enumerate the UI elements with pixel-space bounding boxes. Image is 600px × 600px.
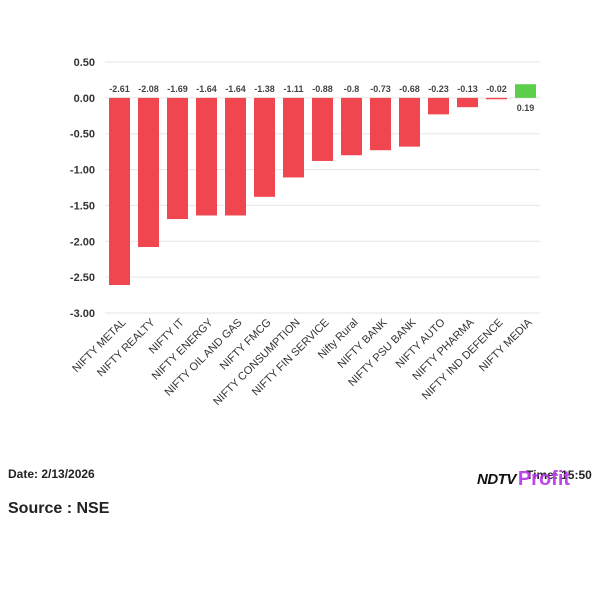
data-label: -1.69	[167, 84, 188, 94]
y-tick-label: -2.00	[70, 236, 95, 248]
y-tick-label: 0.50	[74, 57, 95, 69]
data-label: -0.23	[428, 84, 449, 94]
bar	[515, 84, 536, 98]
bar	[370, 97, 391, 151]
bar	[283, 97, 304, 178]
y-axis-ticks: 0.50 0.00 -0.50 -1.00 -1.50 -2.00 -2.50 -3.00	[70, 57, 95, 320]
data-label: -0.68	[399, 84, 420, 94]
ndtv-profit-logo: NDTV Profit	[477, 467, 595, 491]
value-labels: -2.61 -2.08 -1.69 -1.64 -1.64 -1.38 -1.11 -0.88…	[109, 84, 534, 113]
data-label: -0.88	[312, 84, 333, 94]
data-label: -0.02	[486, 84, 507, 94]
y-tick-label: -0.50	[70, 129, 95, 141]
bar	[428, 97, 449, 115]
bar	[138, 97, 159, 248]
bar-chart: 0.50 0.00 -0.50 -1.00 -1.50 -2.00 -2.50 -3.00 -…	[70, 57, 540, 408]
bar	[254, 97, 275, 197]
bar	[457, 97, 478, 108]
bar	[341, 97, 362, 156]
logo-main-text: NDTV	[477, 470, 516, 488]
bar	[109, 97, 130, 286]
source-label: Source : NSE	[8, 500, 110, 517]
data-label: -0.8	[344, 84, 360, 94]
data-label: -1.11	[283, 84, 303, 94]
bar	[225, 97, 246, 216]
date-label: Date: 2/13/2026	[8, 467, 95, 481]
y-tick-label: 0.00	[74, 93, 95, 105]
y-tick-label: -3.00	[70, 308, 95, 320]
bar	[196, 97, 217, 216]
bars	[109, 84, 536, 286]
time-label: Time: 15:50	[526, 468, 592, 482]
data-label: -0.13	[457, 84, 478, 94]
y-tick-label: -2.50	[70, 272, 95, 284]
bar	[312, 97, 333, 161]
bar	[399, 97, 420, 147]
data-label: -0.73	[370, 84, 391, 94]
x-tick-label: NIFTY MEDIA	[477, 316, 535, 374]
data-label: -2.08	[138, 84, 159, 94]
y-tick-label: -1.00	[70, 165, 95, 177]
bar	[486, 97, 507, 100]
y-tick-label: -1.50	[70, 200, 95, 212]
data-label: -1.64	[225, 84, 246, 94]
data-label: -1.38	[254, 84, 275, 94]
data-label: 0.19	[517, 103, 535, 113]
data-label: -2.61	[109, 84, 130, 94]
bar	[167, 97, 188, 220]
data-label: -1.64	[196, 84, 217, 94]
logo-accent-text: Profit	[517, 467, 571, 490]
